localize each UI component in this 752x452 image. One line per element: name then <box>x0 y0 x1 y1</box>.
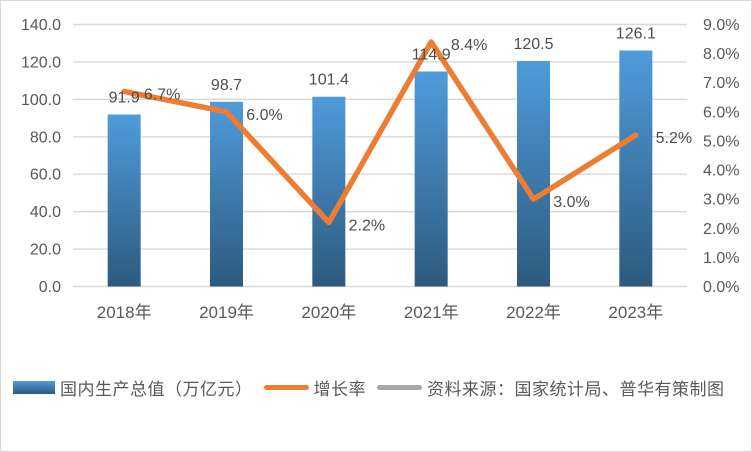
y-axis-right-tick-label: 9.0% <box>703 17 739 34</box>
y-axis-right-tick-label: 5.0% <box>703 133 739 150</box>
y-axis-left-tick-label: 100.0 <box>21 92 61 109</box>
gridlines <box>73 23 687 288</box>
x-axis-category-label: 2023年 <box>608 303 663 322</box>
bar <box>414 71 448 287</box>
x-axis-category-label: 2021年 <box>404 303 459 322</box>
y-axis-left-tick-label: 140.0 <box>21 17 61 34</box>
source-line-swatch <box>377 384 422 390</box>
line-value-label: 3.0% <box>553 194 589 211</box>
legend-item-growth-rate: 增长率 <box>263 375 367 400</box>
bar-series <box>107 50 653 287</box>
bar <box>107 114 141 287</box>
bar-value-label: 120.5 <box>513 36 553 53</box>
y-axis-left-tick-label: 20.0 <box>30 242 61 259</box>
y-axis-right-tick-label: 8.0% <box>703 46 739 63</box>
y-axis-left-tick-label: 80.0 <box>30 129 61 146</box>
axis-labels: 140.0 120.0 100.0 80.0 60.0 40.0 20.0 0.0 9.0% 8.… <box>21 17 740 322</box>
line-value-label: 5.2% <box>656 130 692 147</box>
line-series <box>121 39 639 226</box>
bar <box>517 60 550 287</box>
bar <box>619 50 653 287</box>
bar-value-label: 98.7 <box>211 77 242 94</box>
x-axis-category-label: 2019年 <box>199 303 254 322</box>
y-axis-left-tick-label: 0.0 <box>39 279 61 296</box>
line-series-swatch <box>263 384 309 390</box>
y-axis-left-tick-label: 120.0 <box>21 54 61 71</box>
bar-value-label: 101.4 <box>309 72 349 89</box>
bar-series-swatch <box>13 380 55 394</box>
bar <box>210 101 243 287</box>
y-axis-right-tick-label: 6.0% <box>703 104 739 121</box>
line-value-label: 2.2% <box>349 217 385 234</box>
legend-label-gdp: 国内生产总值（万亿元） <box>60 379 253 399</box>
x-axis-category-label: 2018年 <box>97 303 152 322</box>
legend-label-growth-rate: 增长率 <box>313 379 366 399</box>
bar-value-label: 126.1 <box>616 26 656 43</box>
y-axis-right-tick-label: 7.0% <box>703 75 739 92</box>
y-axis-right-tick-label: 0.0% <box>703 279 739 296</box>
y-axis-right-tick-label: 4.0% <box>703 163 739 180</box>
bar-value-label: 91.9 <box>109 90 140 107</box>
legend-item-source: 资料来源：国家统计局、普华有策制图 <box>377 375 725 400</box>
y-axis-left-tick-label: 40.0 <box>30 204 61 221</box>
y-axis-right-tick-label: 3.0% <box>703 192 739 209</box>
legend-label-source: 资料来源：国家统计局、普华有策制图 <box>427 379 725 399</box>
growth-rate-line <box>121 39 639 226</box>
bar <box>312 96 346 287</box>
legend-item-gdp: 国内生产总值（万亿元） <box>13 375 253 400</box>
line-value-label: 6.7% <box>144 86 180 103</box>
line-value-label: 8.4% <box>451 37 487 54</box>
line-value-label: 6.0% <box>246 107 282 124</box>
bar-value-label: 114.9 <box>412 46 451 63</box>
y-axis-right-tick-label: 2.0% <box>703 221 739 238</box>
data-labels: 91.9 98.7 101.4 114.9 120.5 126.1 6.7% 6.0% 2.2%… <box>109 26 692 235</box>
gdp-growth-combo-chart: 91.9 98.7 101.4 114.9 120.5 126.1 6.7% 6.0% 2.2%… <box>21 17 740 322</box>
x-axis-category-label: 2022年 <box>506 303 561 322</box>
legend: 国内生产总值（万亿元） 增长率 资料来源：国家统计局、普华有策制图 <box>13 372 747 402</box>
x-axis-category-label: 2020年 <box>301 303 356 322</box>
y-axis-right-tick-label: 1.0% <box>703 250 739 267</box>
y-axis-left-tick-label: 60.0 <box>30 167 61 184</box>
